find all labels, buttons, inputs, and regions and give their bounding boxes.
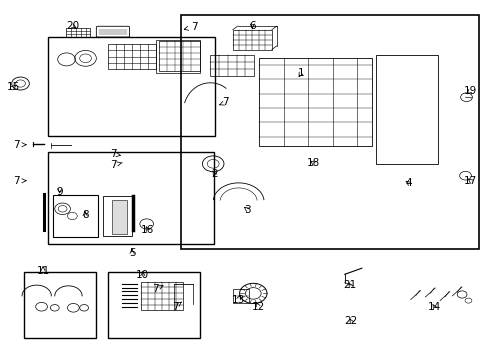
Text: 3: 3 <box>244 204 250 215</box>
Bar <box>112 200 127 234</box>
Text: 15: 15 <box>7 82 20 92</box>
Text: 21: 21 <box>343 280 356 290</box>
Text: 4: 4 <box>404 178 411 188</box>
Text: 7: 7 <box>219 97 229 107</box>
Bar <box>375 55 437 164</box>
Bar <box>156 40 200 73</box>
Text: 17: 17 <box>463 176 476 186</box>
Text: 12: 12 <box>251 302 264 312</box>
Text: 13: 13 <box>231 294 245 305</box>
Bar <box>232 30 271 49</box>
Text: 7: 7 <box>110 149 120 159</box>
Bar <box>48 37 215 136</box>
Text: 2: 2 <box>210 168 217 179</box>
Bar <box>210 55 254 76</box>
Bar <box>24 272 96 338</box>
Text: 20: 20 <box>66 21 79 31</box>
Text: 14: 14 <box>427 302 440 312</box>
Text: 6: 6 <box>248 21 255 31</box>
Bar <box>48 152 214 244</box>
Text: 7: 7 <box>110 160 122 170</box>
Bar <box>102 196 132 236</box>
Text: 7: 7 <box>184 22 198 32</box>
Text: 19: 19 <box>463 86 476 96</box>
Bar <box>181 15 478 249</box>
Text: 7: 7 <box>13 140 26 150</box>
Bar <box>66 28 90 37</box>
Bar <box>232 289 249 303</box>
Bar <box>159 41 199 71</box>
Text: 9: 9 <box>56 186 63 197</box>
Text: 5: 5 <box>128 248 135 258</box>
Bar <box>107 44 156 69</box>
Text: 7: 7 <box>13 176 26 186</box>
Text: 7: 7 <box>152 284 163 294</box>
Text: 7: 7 <box>171 302 181 312</box>
Text: 1: 1 <box>297 68 304 78</box>
Bar <box>141 282 183 310</box>
Text: 11: 11 <box>36 266 50 276</box>
Text: 10: 10 <box>136 270 149 280</box>
Bar <box>53 195 98 237</box>
Text: 22: 22 <box>344 316 357 326</box>
Text: 8: 8 <box>81 210 88 220</box>
Text: 18: 18 <box>305 158 319 168</box>
Bar <box>107 272 200 338</box>
Text: 16: 16 <box>141 225 154 235</box>
Bar <box>259 58 371 146</box>
